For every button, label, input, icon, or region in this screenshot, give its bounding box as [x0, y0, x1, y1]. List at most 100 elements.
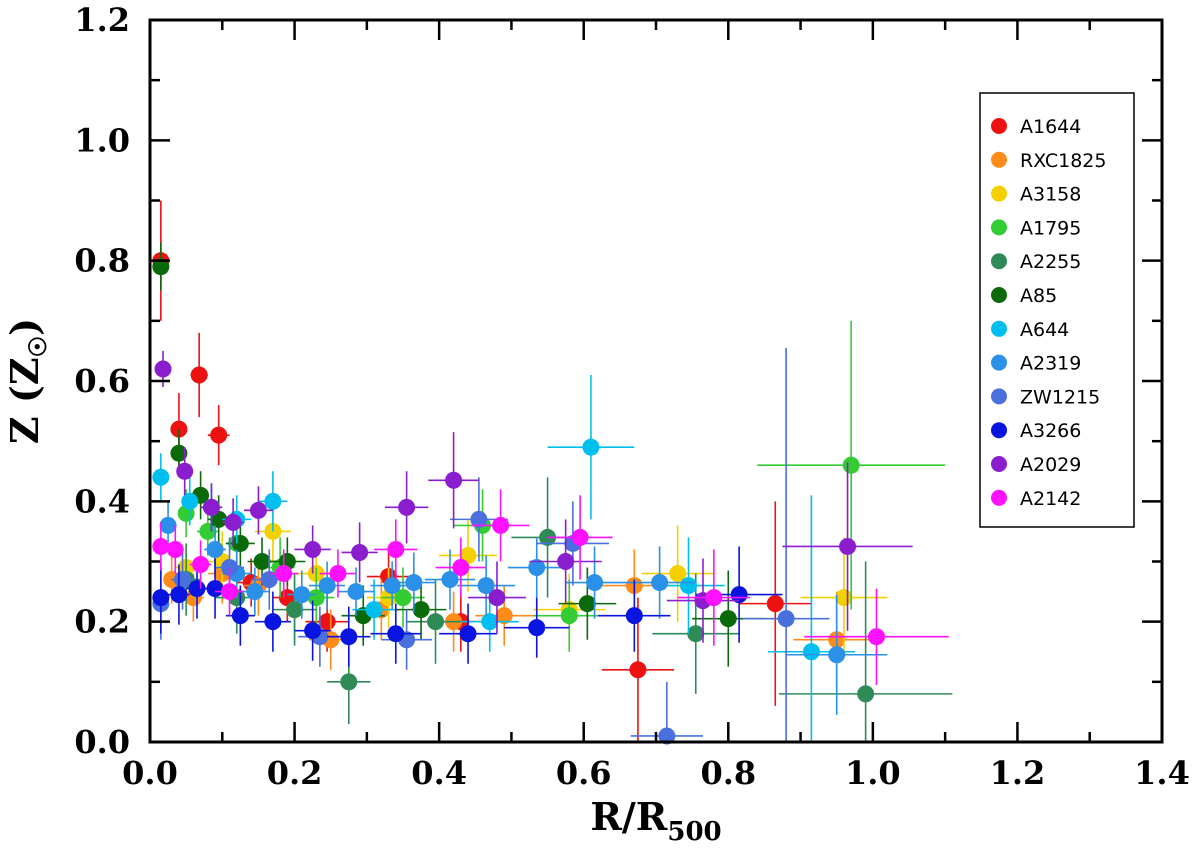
marker — [557, 553, 575, 570]
marker — [318, 613, 336, 631]
data-point — [374, 519, 418, 580]
data-point — [406, 579, 465, 664]
marker — [264, 492, 282, 510]
data-point — [598, 579, 671, 652]
legend-marker — [991, 456, 1007, 472]
y-tick-labels: 0.0 0.2 0.4 0.6 0.8 1.0 1.2 — [74, 1, 130, 761]
marker — [260, 571, 278, 589]
marker — [152, 468, 170, 486]
marker — [452, 559, 470, 577]
x-tick-label: 1.2 — [990, 754, 1046, 792]
legend-marker — [991, 219, 1007, 236]
marker — [206, 580, 224, 598]
data-point — [215, 567, 244, 616]
legend-marker — [991, 320, 1007, 337]
legend-label: A2319 — [1020, 353, 1081, 375]
data-point — [395, 579, 447, 640]
data-point — [778, 561, 953, 742]
marker — [152, 589, 170, 607]
marker — [154, 360, 172, 378]
legend-marker — [991, 422, 1007, 439]
data-point — [504, 597, 570, 658]
data-point — [166, 525, 184, 574]
data-point — [152, 242, 170, 291]
marker — [578, 595, 596, 613]
data-point — [254, 591, 291, 652]
data-point — [294, 600, 331, 661]
data-point — [782, 462, 913, 631]
data-point — [319, 549, 357, 598]
marker — [730, 586, 748, 604]
data-point — [207, 405, 230, 466]
marker — [206, 540, 224, 558]
y-axis-title-main: Z (Z — [2, 357, 47, 444]
marker — [176, 462, 194, 480]
legend-marker — [991, 354, 1007, 371]
marker — [560, 607, 578, 625]
marker — [839, 537, 857, 555]
legend-label: A2142 — [1020, 488, 1081, 510]
data-point — [630, 681, 703, 745]
data-point — [168, 564, 190, 625]
data-point — [381, 567, 425, 628]
marker — [347, 583, 365, 601]
data-points-layer — [152, 200, 953, 745]
legend-entry: A3266 — [991, 420, 1081, 442]
legend-label: A2029 — [1020, 454, 1081, 476]
data-point — [287, 570, 317, 619]
marker — [181, 492, 199, 510]
legend-marker — [991, 388, 1007, 405]
marker — [658, 727, 676, 745]
x-tick-label: 1.0 — [845, 754, 901, 792]
series-zw1215 — [152, 347, 830, 745]
data-point — [152, 453, 170, 502]
marker — [625, 607, 643, 625]
legend-marker — [991, 489, 1007, 506]
data-point — [159, 501, 177, 550]
marker — [719, 610, 737, 628]
marker — [405, 574, 423, 592]
marker — [835, 589, 853, 607]
marker — [170, 444, 188, 462]
data-point — [547, 495, 613, 580]
marker — [477, 577, 495, 595]
marker — [669, 565, 687, 583]
x-tick-label: 0.2 — [267, 754, 323, 792]
marker — [159, 516, 177, 534]
data-point — [189, 540, 212, 589]
legend-marker — [991, 118, 1007, 134]
legend-label: A3266 — [1020, 420, 1081, 442]
y-tick-label: 0.6 — [74, 362, 130, 400]
marker — [387, 625, 405, 643]
legend: A1644 RXC1825 A3158 A1795 A2255 A85 A644 A2319 Z… — [979, 92, 1135, 528]
x-tick-label: 0.6 — [556, 754, 612, 792]
data-point — [170, 429, 188, 478]
marker — [412, 601, 430, 619]
legend-label: A1795 — [1020, 217, 1081, 239]
x-axis-title-main: R/R — [590, 794, 667, 839]
legend-entry: A3158 — [991, 184, 1081, 206]
x-tick-label: 1.4 — [1134, 754, 1190, 792]
legend-marker — [991, 185, 1007, 202]
y-tick-label: 1.0 — [74, 121, 130, 159]
legend-marker — [991, 287, 1007, 303]
data-point — [152, 522, 170, 571]
marker — [264, 613, 282, 631]
x-tick-label: 0.8 — [700, 754, 756, 792]
marker — [586, 574, 604, 592]
marker — [174, 571, 192, 589]
series-a1644 — [152, 200, 812, 742]
y-axis-title: Z (Z☉) — [2, 318, 52, 444]
legend-label: A644 — [1020, 319, 1069, 341]
data-point — [272, 573, 317, 646]
data-point — [370, 603, 422, 664]
data-point — [786, 594, 888, 715]
marker — [445, 471, 463, 489]
marker — [166, 540, 184, 558]
data-point — [471, 489, 530, 562]
marker — [687, 625, 705, 643]
x-axis-title: R/R500 — [590, 794, 721, 847]
series-a2142 — [152, 489, 949, 685]
data-point — [181, 477, 199, 526]
